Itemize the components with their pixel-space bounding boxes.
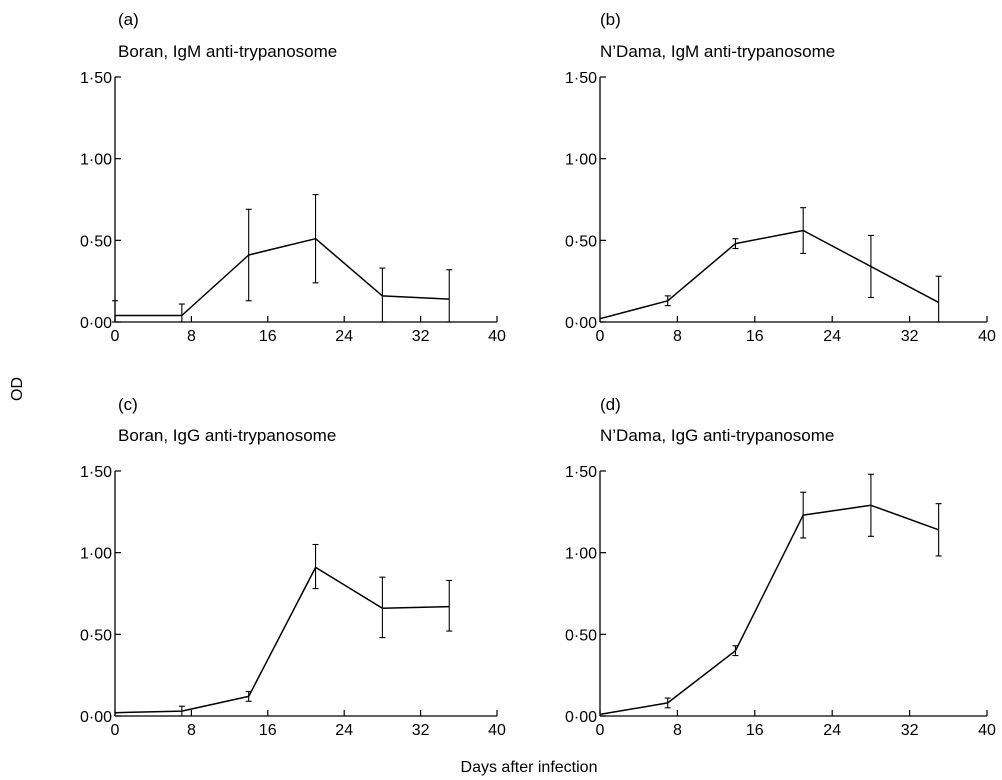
x-tick-label: 40 <box>488 328 506 345</box>
series-line <box>115 237 450 317</box>
x-tick-label: 16 <box>746 328 764 345</box>
x-tick-label: 40 <box>488 722 506 739</box>
chart-title: Boran, IgM anti-trypanosome <box>118 42 337 61</box>
panel-letter: (d) <box>600 395 621 414</box>
panel-letter: (c) <box>118 395 138 414</box>
x-axis-title: Days after infection <box>461 759 598 776</box>
panel-c: (c) Boran, IgG anti-trypanosome 0·00 0·50 1·… <box>80 395 506 739</box>
x-tick-label: 40 <box>978 328 996 345</box>
x-tick-label: 0 <box>596 328 605 345</box>
y-tick-label: 1·50 <box>80 70 112 87</box>
chart-title: N’Dama, IgM anti-trypanosome <box>600 42 835 61</box>
panel-letter: (b) <box>600 10 621 29</box>
panel-b: (b) N’Dama, IgM anti-trypanosome 0·00 0·50 1… <box>565 10 996 345</box>
x-tick-label: 0 <box>111 328 120 345</box>
panel-a: (a) Boran, IgM anti-trypanosome 0·00 0·50 1·… <box>80 10 506 345</box>
series-line <box>599 229 939 320</box>
x-tick-label: 8 <box>187 722 196 739</box>
x-tick-label: 8 <box>187 328 196 345</box>
x-tick-label: 16 <box>259 328 277 345</box>
x-tick-label: 24 <box>823 328 841 345</box>
y-tick-label: 1·00 <box>565 152 597 169</box>
y-tick-label: 0·50 <box>80 233 112 250</box>
x-tick-label: 32 <box>412 722 430 739</box>
y-tick-label: 1·50 <box>80 464 112 481</box>
y-tick-label: 0·00 <box>565 709 597 726</box>
y-tick-label: 0·50 <box>565 627 597 644</box>
y-tick-label: 0·50 <box>80 627 112 644</box>
y-tick-label: 1·00 <box>565 546 597 563</box>
series-line <box>114 566 450 714</box>
y-tick-label: 0·00 <box>565 315 597 332</box>
y-tick-label: 0·00 <box>80 315 112 332</box>
x-tick-label: 24 <box>335 722 353 739</box>
x-tick-label: 24 <box>335 328 353 345</box>
x-tick-label: 0 <box>596 722 605 739</box>
panel-d: (d) N’Dama, IgG anti-trypanosome 0·00 0·50 1… <box>565 395 996 739</box>
x-tick-label: 8 <box>673 722 682 739</box>
y-tick-label: 0·00 <box>80 709 112 726</box>
x-tick-label: 16 <box>259 722 277 739</box>
x-tick-label: 32 <box>412 328 430 345</box>
y-tick-label: 0·50 <box>565 233 597 250</box>
y-tick-label: 1·00 <box>80 546 112 563</box>
y-tick-label: 1·00 <box>80 152 112 169</box>
chart-title: Boran, IgG anti-trypanosome <box>118 426 336 445</box>
series-line <box>599 504 939 716</box>
x-tick-label: 8 <box>673 328 682 345</box>
x-tick-label: 16 <box>746 722 764 739</box>
x-tick-label: 40 <box>978 722 996 739</box>
chart-title: N’Dama, IgG anti-trypanosome <box>600 426 834 445</box>
x-tick-label: 24 <box>823 722 841 739</box>
y-axis-title: OD <box>9 377 26 401</box>
x-tick-label: 32 <box>901 328 919 345</box>
panel-letter: (a) <box>118 10 139 29</box>
x-tick-label: 32 <box>901 722 919 739</box>
y-tick-label: 1·50 <box>565 70 597 87</box>
x-tick-label: 0 <box>111 722 120 739</box>
y-tick-label: 1·50 <box>565 464 597 481</box>
